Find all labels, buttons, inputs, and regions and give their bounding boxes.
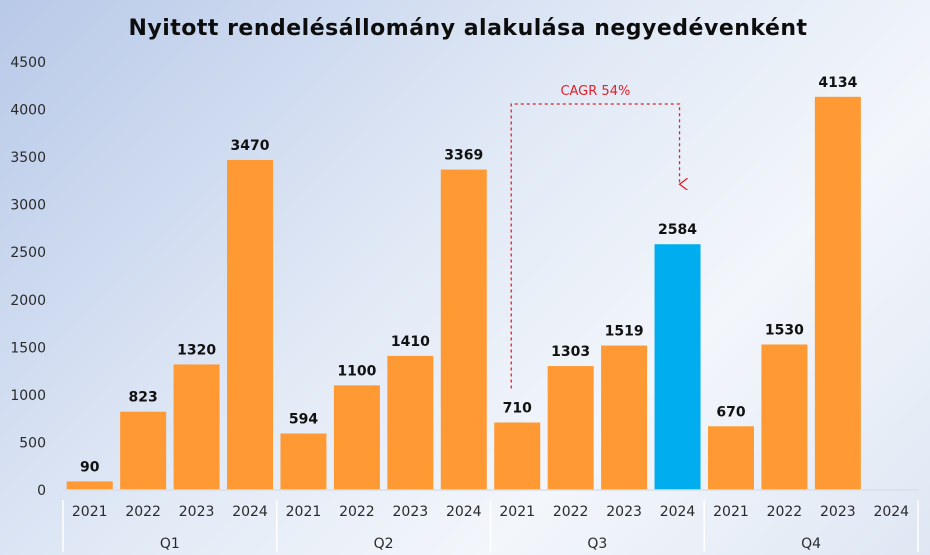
- y-tick-label: 500: [19, 435, 46, 451]
- bar: [66, 481, 113, 490]
- data-label: 710: [503, 400, 532, 416]
- bar: [814, 96, 861, 490]
- bar: [280, 433, 327, 490]
- bar: [547, 366, 594, 490]
- x-tick-label: 2021: [286, 504, 322, 520]
- bar: [494, 422, 541, 490]
- x-tick-label: 2022: [553, 504, 589, 520]
- bar: [387, 355, 434, 490]
- data-label: 670: [716, 404, 745, 420]
- data-label: 3369: [444, 148, 483, 164]
- chart-title: Nyitott rendelésállomány alakulása negye…: [128, 16, 807, 41]
- x-tick-label: 2022: [767, 504, 803, 520]
- data-label: 1410: [391, 334, 430, 350]
- bar: [120, 411, 167, 490]
- data-label: 2584: [658, 222, 697, 238]
- x-tick-label: 2021: [713, 504, 749, 520]
- x-tick-label: 2023: [179, 504, 215, 520]
- group-label: Q1: [160, 536, 180, 552]
- data-label: 1519: [605, 324, 644, 340]
- y-axis: 0 500 1000 1500 2000 2500 3000 3500 4000 4500: [10, 55, 46, 499]
- y-tick-label: 1000: [10, 388, 46, 404]
- data-label: 1303: [551, 344, 590, 360]
- x-tick-label: 2021: [499, 504, 535, 520]
- data-label: 90: [80, 459, 100, 475]
- bar: [440, 169, 487, 490]
- bar: [333, 385, 380, 490]
- y-tick-label: 4500: [10, 55, 46, 71]
- y-tick-label: 1500: [10, 340, 46, 356]
- x-tick-label: 2023: [820, 504, 856, 520]
- data-label: 823: [129, 390, 158, 406]
- x-tick-label: 2024: [660, 504, 696, 520]
- cagr-arrow: [510, 103, 679, 389]
- group-label: Q4: [801, 536, 821, 552]
- y-tick-label: 2500: [10, 245, 46, 261]
- bars: [66, 96, 861, 490]
- group-label: Q2: [374, 536, 394, 552]
- data-label: 1100: [337, 363, 376, 379]
- bar: [761, 344, 808, 490]
- group-label: Q3: [587, 536, 607, 552]
- bar: [601, 345, 648, 490]
- cagr-annotation: CAGR 54%: [510, 84, 679, 389]
- y-tick-label: 3500: [10, 150, 46, 166]
- x-tick-label: 2024: [232, 504, 268, 520]
- data-label: 4134: [818, 75, 857, 91]
- y-tick-label: 3000: [10, 198, 46, 214]
- bar: [227, 159, 274, 490]
- y-tick-label: 4000: [10, 103, 46, 119]
- x-tick-label: 2024: [446, 504, 482, 520]
- x-tick-label: 2022: [125, 504, 161, 520]
- data-label: 3470: [231, 138, 270, 154]
- x-tick-label: 2024: [873, 504, 909, 520]
- x-tick-label: 2021: [72, 504, 108, 520]
- x-axis: 2021 2022 2023 2024 Q1 2021 2022 2023 2024 Q2 2021…: [62, 489, 919, 552]
- y-tick-label: 0: [37, 483, 46, 499]
- x-tick-label: 2023: [606, 504, 642, 520]
- bar-highlighted: [654, 244, 701, 490]
- x-tick-label: 2022: [339, 504, 375, 520]
- bar: [173, 364, 220, 490]
- data-labels: 90 823 1320 3470 594 1100 1410 3369 710 1303 1519 2…: [80, 75, 858, 476]
- data-label: 1320: [177, 342, 216, 358]
- data-label: 1530: [765, 322, 804, 338]
- cagr-label: CAGR 54%: [560, 84, 630, 99]
- x-tick-label: 2023: [393, 504, 429, 520]
- data-label: 594: [289, 412, 318, 428]
- bar: [707, 426, 754, 490]
- y-tick-label: 2000: [10, 293, 46, 309]
